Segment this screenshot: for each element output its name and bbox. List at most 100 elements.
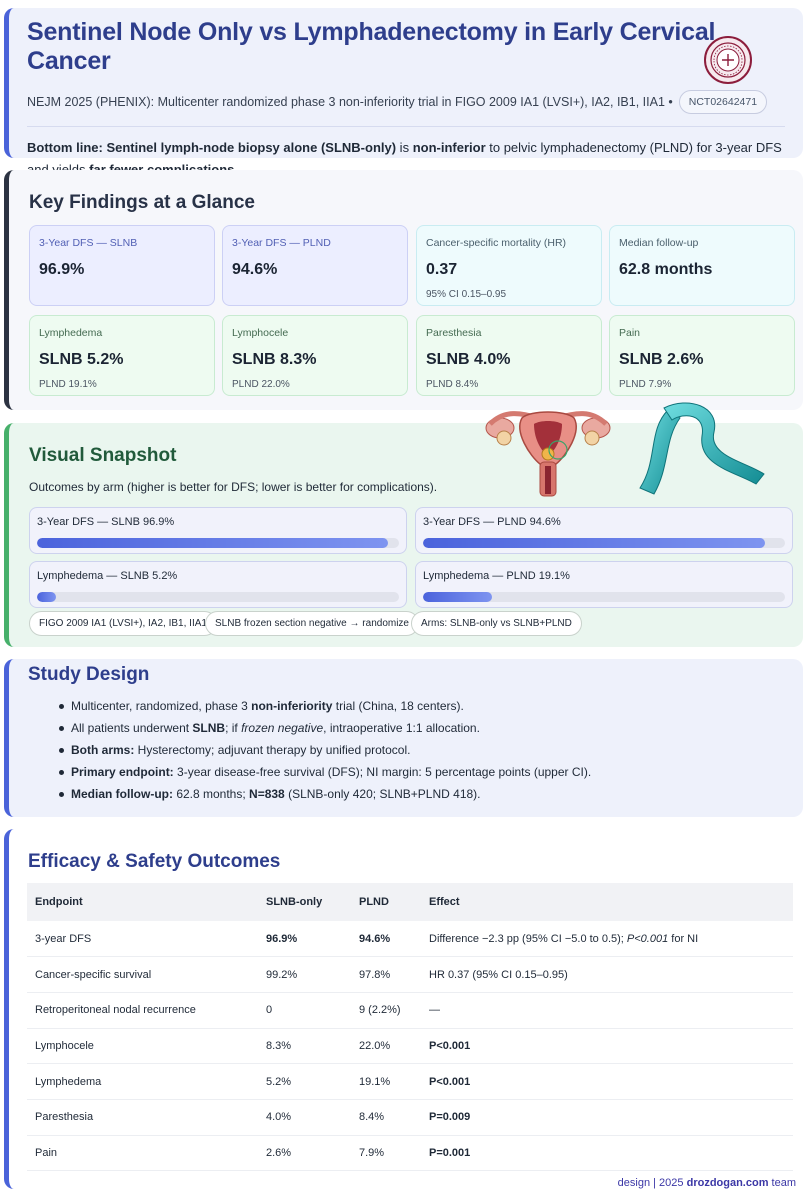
- cell-endpoint: Pain: [27, 1135, 258, 1172]
- bar-track: [37, 538, 399, 548]
- kpi-sub: PLND 22.0%: [232, 379, 290, 390]
- kpi-sub: PLND 8.4%: [426, 379, 479, 390]
- design-list-item: Multicenter, randomized, phase 3 non-inf…: [58, 698, 591, 720]
- kpi-value: SLNB 5.2%: [39, 351, 124, 368]
- kpi-value: SLNB 2.6%: [619, 351, 704, 368]
- bottom-line-strong-2: non-inferior: [412, 140, 486, 155]
- kpi-sub: 95% CI 0.15–0.95: [426, 289, 507, 300]
- kpi-value: 0.37: [426, 261, 458, 278]
- footer-suffix: team: [768, 1177, 796, 1189]
- header-divider: [27, 126, 785, 127]
- chip-arms: Arms: SLNB-only vs SLNB+PLND: [411, 611, 582, 636]
- kpi-sub: PLND 19.1%: [39, 379, 97, 390]
- col-header-plnd: PLND: [351, 883, 421, 921]
- outcomes-table: Endpoint SLNB-only PLND Effect 3-year DF…: [27, 883, 793, 1172]
- snapshot-description: Outcomes by arm (higher is better for DF…: [29, 480, 438, 494]
- cell-slnb: 4.0%: [258, 1099, 351, 1136]
- cell-slnb: 0: [258, 992, 351, 1029]
- kpi-label: Pain: [619, 327, 641, 339]
- cell-effect: —: [421, 992, 793, 1029]
- visual-snapshot-title: Visual Snapshot: [29, 445, 177, 466]
- bottom-line-strong-1: Sentinel lymph-node biopsy alone (SLNB-o…: [106, 140, 397, 155]
- bar-dfs-plnd: 3-Year DFS — PLND 94.6%: [415, 507, 793, 554]
- study-design-list: Multicenter, randomized, phase 3 non-inf…: [58, 698, 592, 808]
- design-item-text: non-inferiority: [251, 699, 333, 713]
- effect-text: for NI: [668, 932, 699, 945]
- kpi-dfs-slnb: 3-Year DFS — SLNB 96.9%: [29, 225, 215, 306]
- kpi-mortality-hr: Cancer-specific mortality (HR) 0.37 95% …: [416, 225, 602, 306]
- table-row: Pain 2.6% 7.9% P=0.001: [27, 1135, 793, 1172]
- design-item-text: 62.8 months;: [172, 787, 250, 801]
- effect-text: P<0.001: [429, 1039, 471, 1052]
- bottom-line-label: Bottom line:: [27, 140, 107, 155]
- design-item-text: Primary endpoint:: [71, 765, 174, 779]
- bar-fill: [423, 538, 766, 548]
- uterus-illustration-icon: [485, 411, 611, 497]
- study-design-title: Study Design: [28, 664, 150, 685]
- bar-track: [37, 592, 399, 602]
- cell-slnb: 96.9%: [258, 921, 351, 958]
- teal-ribbon-icon: [639, 402, 765, 495]
- table-row: Lymphocele 8.3% 22.0% P<0.001: [27, 1028, 793, 1065]
- design-item-text: (SLNB-only 420; SLNB+PLND 418).: [284, 787, 481, 801]
- table-row: Paresthesia 4.0% 8.4% P=0.009: [27, 1099, 793, 1136]
- cell-effect: P=0.001: [421, 1135, 793, 1172]
- effect-text: P<0.001: [429, 1075, 471, 1088]
- kpi-value: 94.6%: [232, 261, 278, 278]
- bar-fill: [37, 592, 56, 602]
- cell-endpoint: Cancer-specific survival: [27, 956, 258, 993]
- cell-effect: P<0.001: [421, 1028, 793, 1065]
- table-header-row: Endpoint SLNB-only PLND Effect: [27, 883, 793, 921]
- effect-text: Difference −2.3 pp (95% CI −5.0 to 0.5);: [429, 932, 627, 945]
- design-list-item: Primary endpoint: 3-year disease-free su…: [58, 764, 592, 786]
- cell-plnd: 19.1%: [351, 1063, 421, 1100]
- design-item-text: 3-year disease-free survival (DFS); NI m…: [173, 765, 592, 779]
- efficacy-title: Efficacy & Safety Outcomes: [28, 851, 281, 872]
- cell-slnb: 2.6%: [258, 1135, 351, 1172]
- cell-slnb: 99.2%: [258, 956, 351, 993]
- header-card: Sentinel Node Only vs Lymphadenectomy in…: [4, 8, 803, 177]
- kpi-label: Median follow-up: [619, 237, 699, 249]
- design-item-text: ; if: [225, 721, 242, 735]
- kpi-value: SLNB 8.3%: [232, 351, 317, 368]
- cell-slnb: 5.2%: [258, 1063, 351, 1100]
- efficacy-card: Efficacy & Safety Outcomes Endpoint SLNB…: [4, 829, 803, 1189]
- table-row: 3-year DFS 96.9% 94.6% Difference −2.3 pp (…: [27, 921, 793, 958]
- kpi-value: 62.8 months: [619, 261, 713, 278]
- kpi-paresthesia: Paresthesia SLNB 4.0% PLND 8.4%: [416, 315, 602, 396]
- design-list-item: Median follow-up: 62.8 months; N=838 (SL…: [58, 786, 591, 808]
- bar-label: 3-Year DFS — PLND 94.6%: [423, 516, 561, 528]
- effect-text: P=0.009: [429, 1111, 471, 1124]
- footer-brand-link[interactable]: drozdogan.com: [686, 1177, 769, 1189]
- page-title: Sentinel Node Only vs Lymphadenectomy in…: [27, 18, 716, 75]
- footer-credit: design | 2025 drozdogan.com team: [618, 1177, 796, 1189]
- design-item-text: N=838: [249, 787, 285, 801]
- design-item-text: All patients underwent: [71, 721, 193, 735]
- table-row: Lymphedema 5.2% 19.1% P<0.001: [27, 1063, 793, 1100]
- cell-plnd: 8.4%: [351, 1099, 421, 1136]
- cell-plnd: 7.9%: [351, 1135, 421, 1172]
- bar-fill: [37, 538, 388, 548]
- kpi-label: 3-Year DFS — SLNB: [39, 237, 138, 249]
- design-item-text: Multicenter, randomized, phase 3: [71, 699, 252, 713]
- cell-plnd: 94.6%: [351, 921, 421, 958]
- study-design-card: Study Design Multicenter, randomized, ph…: [4, 659, 803, 817]
- chip-figo-stages: FIGO 2009 IA1 (LVSI+), IA2, IB1, IIA1: [29, 611, 217, 636]
- cell-effect: P=0.009: [421, 1099, 793, 1136]
- cell-effect: Difference −2.3 pp (95% CI −5.0 to 0.5);…: [421, 921, 793, 958]
- cell-endpoint: 3-year DFS: [27, 921, 258, 958]
- footer-prefix: design | 2025: [617, 1177, 687, 1189]
- bar-label: 3-Year DFS — SLNB 96.9%: [37, 516, 175, 528]
- cell-plnd: 9 (2.2%): [351, 992, 421, 1029]
- chip-frozen-section: SLNB frozen section negative → randomize: [205, 611, 419, 636]
- kpi-sub: PLND 7.9%: [619, 379, 672, 390]
- kpi-label: Paresthesia: [426, 327, 482, 339]
- design-list-item: Both arms: Hysterectomy; adjuvant therap…: [58, 742, 591, 764]
- study-subtitle-row: NEJM 2025 (PHENIX): Multicenter randomiz…: [27, 90, 785, 114]
- table-row: Retroperitoneal nodal recurrence 0 9 (2.2%…: [27, 992, 793, 1029]
- cell-plnd: 22.0%: [351, 1028, 421, 1065]
- kpi-value: 96.9%: [39, 261, 85, 278]
- col-header-effect: Effect: [421, 883, 793, 921]
- university-seal-logo: [704, 36, 752, 84]
- bottom-line-text-1: is: [396, 140, 413, 155]
